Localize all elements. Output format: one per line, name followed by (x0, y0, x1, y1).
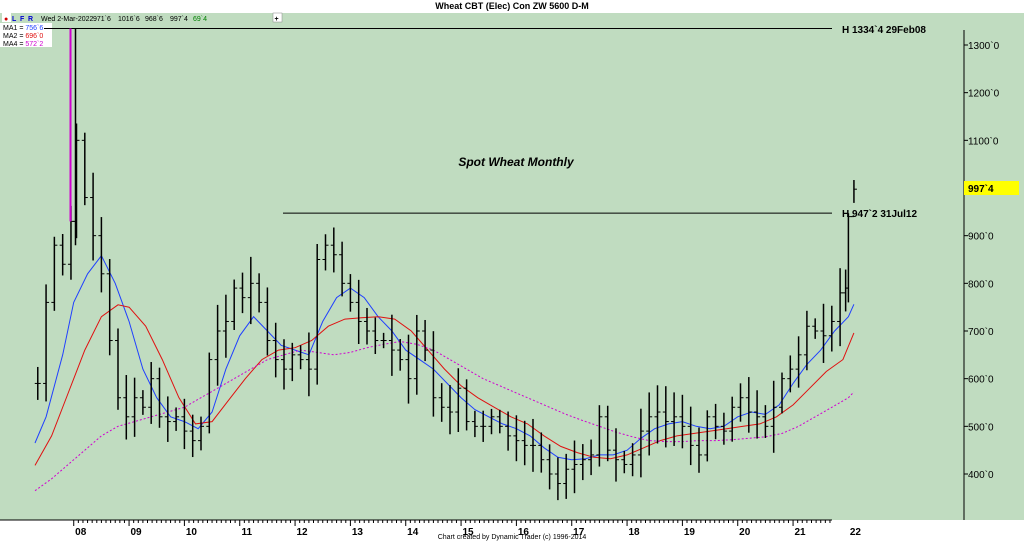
last-price-flag (964, 181, 1019, 195)
y-tick-label: 800`0 (968, 278, 994, 290)
icon-f-button[interactable]: F (20, 16, 25, 23)
x-tick-label: 14 (407, 527, 419, 538)
series-line-ma4 (34, 340, 855, 492)
x-tick-label: 11 (241, 527, 252, 538)
legend-ma2: MA2 = 696`0 (3, 33, 43, 40)
icon-l[interactable]: ● (4, 16, 8, 23)
x-tick-label: 13 (352, 527, 364, 538)
chart-title: Wheat CBT (Elec) Con ZW 5600 D-M (435, 1, 589, 11)
x-tick-label: 09 (131, 527, 143, 538)
header-close: 997`4 (170, 16, 188, 23)
header-high: 1016`6 (118, 16, 140, 23)
plot-background (0, 13, 1024, 520)
reference-lines (44, 28, 832, 214)
legend-ma4: MA4 = 572`2 (3, 41, 43, 48)
crosshair-button[interactable] (272, 12, 283, 23)
last-price-label: 997`4 (968, 184, 994, 195)
y-tick-label: 1200`0 (968, 88, 1000, 100)
y-axis-ticks: 400`0500`0600`0700`0800`0900`01000`01100… (964, 40, 1000, 481)
x-tick-label: 19 (684, 527, 696, 538)
x-tick-label: 08 (75, 527, 87, 538)
ma-legend: MA1 = 756`6 MA2 = 696`0 MA4 = 572`2 (0, 23, 52, 48)
credit-text: Chart created by Dynamic Trader (c) 1996… (438, 534, 587, 541)
x-tick-label: 10 (186, 527, 198, 538)
chart-subtitle: Spot Wheat Monthly (458, 155, 575, 169)
high-2012-label: H 947`2 31Jul12 (842, 209, 917, 220)
series-line-ma2 (34, 304, 855, 466)
x-tick-label: 21 (795, 527, 807, 538)
header-info: ● L F R Wed 2-Mar-2022 971`6 1016`6 968`… (2, 12, 283, 23)
x-axis-ticks: 08 09 10 11 12 13 14 15 16 17 18 19 20 21 22 (73, 520, 862, 538)
y-tick-label: 1100`0 (968, 135, 999, 147)
x-tick-label: 22 (850, 527, 862, 538)
x-tick-label: 17 (573, 527, 585, 538)
header-open: 971`6 (93, 16, 111, 23)
spike-2008 (69, 28, 77, 246)
x-tick-label: 18 (629, 527, 641, 538)
x-tick-label: 12 (297, 527, 309, 538)
y-tick-label: 700`0 (968, 326, 994, 338)
y-tick-label: 900`0 (968, 231, 994, 243)
high-2008-label: H 1334`4 29Feb08 (842, 25, 926, 36)
header-swatch (2, 13, 11, 22)
header-low: 968`6 (145, 16, 163, 23)
legend-ma1: MA1 = 756`6 (3, 25, 43, 32)
y-tick-label: 1300`0 (968, 40, 1000, 52)
y-tick-label: 600`0 (968, 374, 994, 386)
header-date: Wed 2-Mar-2022 (41, 16, 94, 23)
icon-r-button[interactable]: R (28, 16, 33, 23)
x-tick-label: 20 (739, 527, 751, 538)
legend-box (0, 23, 52, 47)
y-tick-label: 500`0 (968, 421, 994, 433)
x-tick-label: 16 (518, 527, 530, 538)
plus-icon: + (275, 16, 279, 23)
y-tick-label: 400`0 (968, 469, 994, 481)
icon-l-button[interactable]: L (12, 16, 17, 23)
x-tick-label: 15 (463, 527, 475, 538)
price-bars (34, 123, 857, 501)
header-change: 69`4 (193, 16, 207, 23)
